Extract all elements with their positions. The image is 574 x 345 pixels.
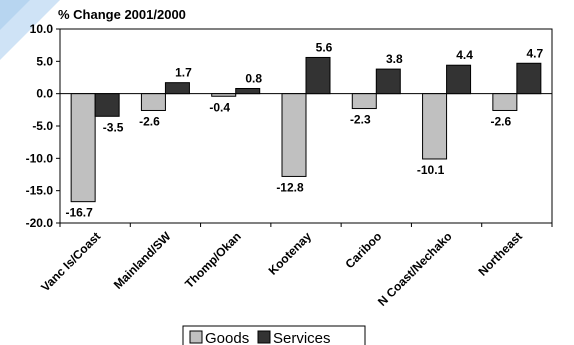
y-tick-label: 5.0 bbox=[36, 54, 53, 68]
data-label-services: 5.6 bbox=[316, 40, 333, 54]
bar-goods bbox=[492, 93, 518, 111]
data-label-services: 4.4 bbox=[456, 48, 473, 62]
y-tick-label: 0.0 bbox=[36, 87, 53, 101]
data-labels: -16.7 -3.5 -2.6 1.7 -0.4 0.8 -12.8 5.6 -2.3 3.8 -1… bbox=[65, 40, 543, 219]
bar-services bbox=[94, 93, 120, 117]
bar-goods bbox=[351, 93, 377, 110]
legend-swatch-goods bbox=[189, 330, 203, 344]
x-tick-label: Northeast bbox=[475, 229, 525, 279]
x-tick-label: Mainland/SW bbox=[111, 229, 174, 292]
y-axis-labels: 10.0 5.0 0.0 -5.0 -10.0 -15.0 -20.0 bbox=[26, 22, 60, 230]
x-tick-label: N Coast/Nechako bbox=[375, 229, 455, 309]
data-label-goods: -2.6 bbox=[139, 114, 160, 128]
x-tick-label: Cariboo bbox=[342, 229, 384, 271]
data-label-goods: -2.6 bbox=[491, 114, 512, 128]
legend-label-services: Services bbox=[273, 330, 331, 345]
bar-services bbox=[235, 87, 261, 95]
y-tick-label: -5.0 bbox=[32, 119, 53, 133]
bar-services bbox=[375, 68, 401, 95]
legend: Goods Services bbox=[182, 325, 366, 345]
y-tick-label: 10.0 bbox=[30, 22, 54, 36]
data-label-goods: -10.1 bbox=[417, 163, 445, 177]
bar-goods bbox=[281, 93, 307, 177]
legend-box bbox=[182, 325, 366, 345]
y-tick-label: -10.0 bbox=[26, 151, 54, 165]
legend-label-goods: Goods bbox=[205, 330, 249, 345]
legend-swatch-services bbox=[257, 330, 271, 344]
data-label-services: 0.8 bbox=[245, 71, 262, 85]
bar-goods bbox=[211, 93, 237, 97]
chart-title: % Change 2001/2000 bbox=[58, 7, 186, 22]
corner-decoration-accent bbox=[0, 0, 30, 30]
bar-services bbox=[516, 62, 542, 95]
x-axis-labels: Vanc Is/Coast Mainland/SW Thomp/Okan Kooten… bbox=[38, 223, 553, 309]
data-label-services: -3.5 bbox=[103, 120, 124, 134]
bar-goods bbox=[140, 93, 166, 111]
bar-services bbox=[164, 82, 190, 95]
bar-services bbox=[446, 64, 472, 95]
data-label-services: 1.7 bbox=[175, 66, 192, 80]
x-tick-label: Kootenay bbox=[266, 229, 315, 278]
data-label-goods: -0.4 bbox=[209, 100, 230, 114]
data-label-goods: -2.3 bbox=[350, 113, 371, 127]
x-tick-label: Vanc Is/Coast bbox=[38, 229, 103, 294]
data-label-services: 4.7 bbox=[527, 46, 544, 60]
y-tick-label: -20.0 bbox=[26, 216, 54, 230]
bar-goods bbox=[422, 93, 448, 160]
y-tick-label: -15.0 bbox=[26, 184, 54, 198]
bars bbox=[70, 56, 542, 203]
bar-goods bbox=[70, 93, 96, 203]
x-tick-label: Thomp/Okan bbox=[182, 229, 244, 291]
data-label-goods: -12.8 bbox=[276, 180, 304, 194]
data-label-services: 3.8 bbox=[386, 52, 403, 66]
data-label-goods: -16.7 bbox=[65, 206, 93, 220]
bar-services bbox=[305, 56, 331, 95]
